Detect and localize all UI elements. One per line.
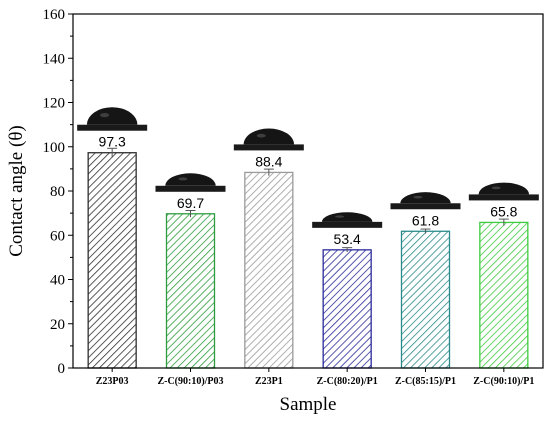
droplet-image [312, 191, 383, 228]
y-axis: 0 20 40 60 80 100 120 140 160 [43, 7, 73, 377]
y-tick-label: 80 [50, 184, 65, 200]
droplet-image [468, 164, 539, 201]
droplet-image [233, 114, 304, 151]
x-tick-label: Z-C(90:10)/P03 [157, 376, 223, 387]
y-tick-label: 0 [58, 361, 66, 377]
y-tick-label: 160 [43, 7, 66, 23]
x-tick-label: Z-C(85:15)/P1 [395, 376, 456, 387]
bar [479, 221, 529, 369]
y-tick-label: 120 [43, 96, 66, 112]
x-tick-label: Z23P1 [255, 376, 283, 387]
error-bars-group [107, 147, 509, 253]
x-tick-label: Z-C(90:10)/P1 [473, 376, 534, 387]
bar [87, 152, 137, 369]
bar [165, 213, 216, 369]
x-axis-title: Sample [280, 394, 337, 415]
bars-group [87, 152, 529, 369]
x-tick-label: Z23P03 [96, 376, 129, 387]
x-tick-label: Z-C(80:20)/P1 [317, 376, 378, 387]
droplet-images-group [77, 94, 539, 228]
data-label: 61.8 [412, 212, 439, 228]
y-tick-label: 40 [50, 273, 65, 289]
x-axis: Z23P03 Z-C(90:10)/P03 Z23P1 Z-C(80:20)/P1 Z-… [96, 368, 534, 387]
data-label: 53.4 [334, 231, 361, 247]
droplet-image [390, 173, 461, 210]
bar [322, 249, 372, 369]
value-labels-group: 97.3 69.7 88.4 53.4 61.8 65.8 [99, 134, 518, 247]
data-label: 65.8 [490, 203, 517, 219]
y-tick-label: 140 [43, 51, 66, 67]
y-tick-label: 100 [43, 140, 66, 156]
data-label: 88.4 [255, 153, 282, 169]
bar [244, 171, 294, 369]
droplet-image [77, 94, 148, 131]
droplet-image [155, 155, 226, 192]
y-tick-label: 60 [50, 228, 65, 244]
y-tick-label: 20 [50, 317, 65, 333]
y-axis-title: Contact angle (θ) [6, 125, 27, 257]
data-label: 69.7 [177, 195, 204, 211]
bar [400, 230, 451, 369]
data-label: 97.3 [99, 134, 126, 150]
